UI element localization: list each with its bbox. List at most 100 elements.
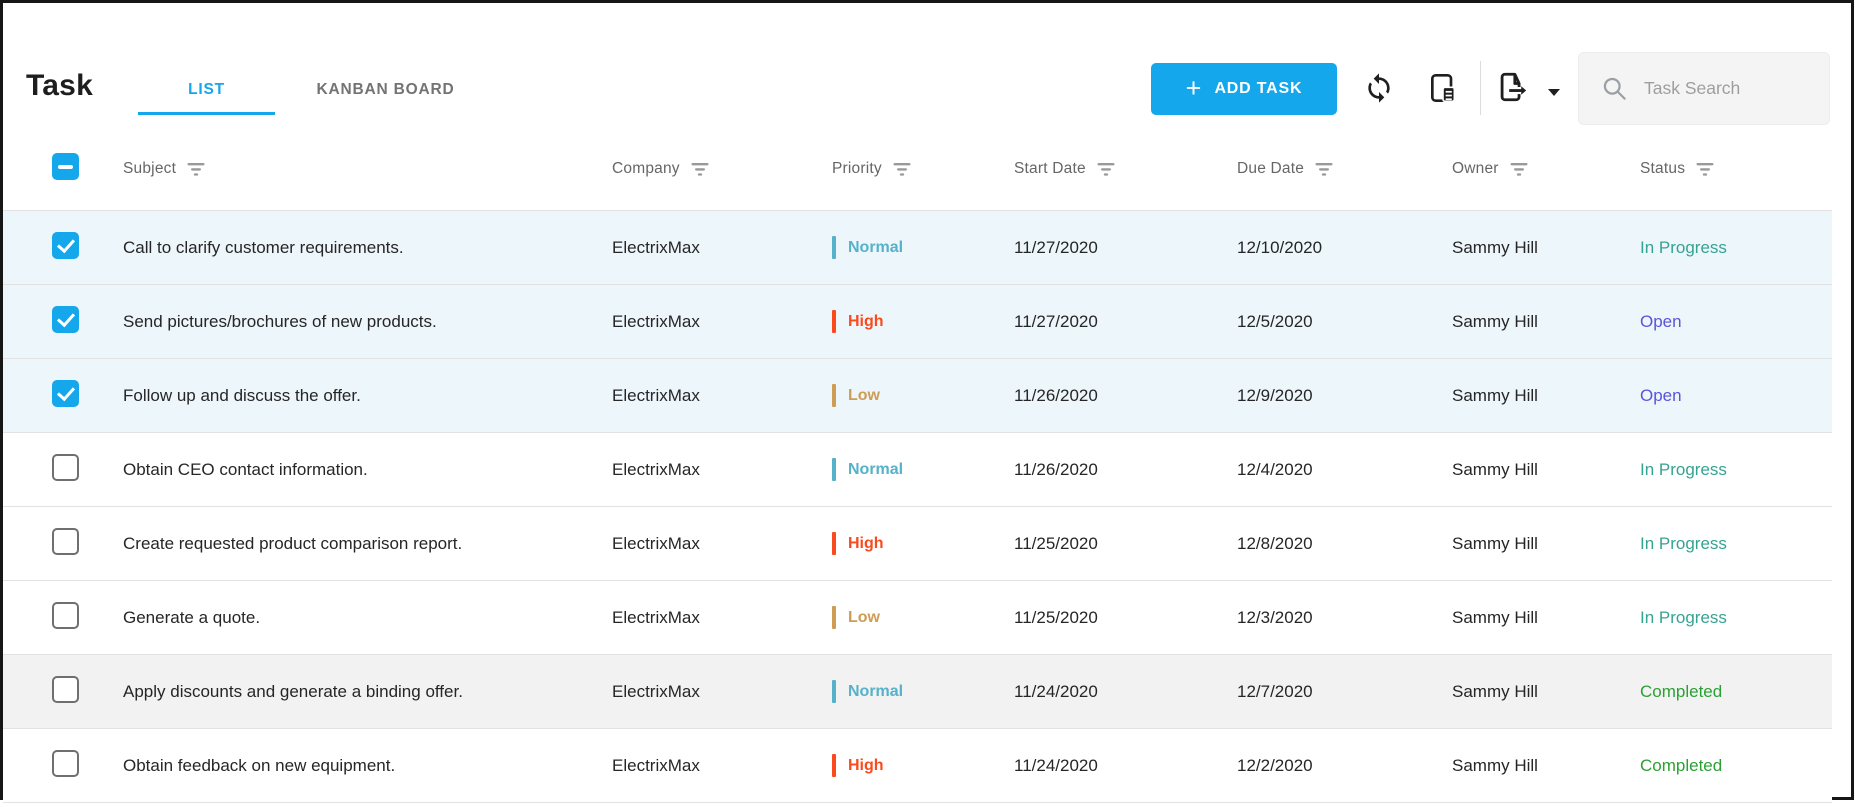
owner-cell: Sammy Hill xyxy=(1452,533,1538,553)
table-row[interactable]: Obtain feedback on new equipment. Electr… xyxy=(3,729,1832,803)
status-cell: In Progress xyxy=(1640,607,1727,627)
tab-kanban-board[interactable]: KANBAN BOARD xyxy=(316,81,455,98)
priority-label: Low xyxy=(848,386,880,404)
company-cell: ElectrixMax xyxy=(612,385,700,405)
subject-cell: Create requested product comparison repo… xyxy=(123,533,463,553)
filter-icon[interactable] xyxy=(893,162,911,176)
table-row[interactable]: Create requested product comparison repo… xyxy=(3,507,1832,581)
column-label: Status xyxy=(1640,159,1686,177)
status-cell: Completed xyxy=(1640,755,1723,775)
priority-bar xyxy=(832,680,836,703)
table-row[interactable]: Send pictures/brochures of new products.… xyxy=(3,285,1832,359)
column-header-status[interactable]: Status xyxy=(1640,160,1832,178)
view-tabs: LIST KANBAN BOARD xyxy=(138,65,466,115)
grid-header-row: Subject Company Priority Start Date Due Date… xyxy=(3,127,1832,211)
subject-cell: Generate a quote. xyxy=(123,607,261,627)
filter-icon[interactable] xyxy=(1510,162,1528,176)
subject-cell: Follow up and discuss the offer. xyxy=(123,385,361,405)
export-icon[interactable] xyxy=(1495,70,1529,109)
priority-cell: High xyxy=(832,310,1014,333)
priority-bar xyxy=(832,384,836,407)
column-label: Start Date xyxy=(1014,159,1086,177)
refresh-icon[interactable] xyxy=(1363,72,1395,109)
priority-bar xyxy=(832,754,836,777)
table-row[interactable]: Apply discounts and generate a binding o… xyxy=(3,655,1832,729)
priority-bar xyxy=(832,310,836,333)
due-date-cell: 12/9/2020 xyxy=(1237,385,1313,405)
row-checkbox-cell xyxy=(3,675,123,708)
owner-cell: Sammy Hill xyxy=(1452,755,1538,775)
column-label: Priority xyxy=(832,159,882,177)
row-checkbox[interactable] xyxy=(52,675,79,703)
column-header-company[interactable]: Company xyxy=(612,160,832,178)
start-date-cell: 11/27/2020 xyxy=(1014,311,1098,331)
row-checkbox[interactable] xyxy=(52,379,79,407)
table-row[interactable]: Obtain CEO contact information. Electrix… xyxy=(3,433,1832,507)
company-cell: ElectrixMax xyxy=(612,755,700,775)
row-checkbox-cell xyxy=(3,601,123,634)
priority-cell: Low xyxy=(832,384,1014,407)
export-dropdown-caret[interactable] xyxy=(1547,84,1561,102)
row-checkbox[interactable] xyxy=(52,601,79,629)
priority-cell: Normal xyxy=(832,680,1014,703)
add-task-button[interactable]: + ADD TASK xyxy=(1151,63,1337,115)
column-chooser-icon[interactable] xyxy=(1427,72,1459,109)
due-date-cell: 12/3/2020 xyxy=(1237,607,1313,627)
column-header-owner[interactable]: Owner xyxy=(1452,160,1640,178)
filter-icon[interactable] xyxy=(1315,162,1333,176)
company-cell: ElectrixMax xyxy=(612,459,700,479)
filter-icon[interactable] xyxy=(1097,162,1115,176)
column-label: Due Date xyxy=(1237,159,1305,177)
priority-cell: High xyxy=(832,532,1014,555)
plus-icon: + xyxy=(1185,72,1202,103)
company-cell: ElectrixMax xyxy=(612,311,700,331)
row-checkbox[interactable] xyxy=(52,527,79,555)
owner-cell: Sammy Hill xyxy=(1452,607,1538,627)
column-header-subject[interactable]: Subject xyxy=(123,160,612,178)
tab-list[interactable]: LIST xyxy=(138,65,275,115)
row-checkbox-cell xyxy=(3,231,123,264)
filter-icon[interactable] xyxy=(691,162,709,176)
owner-cell: Sammy Hill xyxy=(1452,385,1538,405)
row-checkbox-cell xyxy=(3,379,123,412)
column-header-due-date[interactable]: Due Date xyxy=(1237,160,1452,178)
filter-icon[interactable] xyxy=(1696,162,1714,176)
priority-label: Normal xyxy=(848,682,904,700)
column-header-priority[interactable]: Priority xyxy=(832,160,1014,178)
start-date-cell: 11/25/2020 xyxy=(1014,607,1098,627)
due-date-cell: 12/5/2020 xyxy=(1237,311,1313,331)
priority-label: High xyxy=(848,534,884,552)
page-title: Task xyxy=(26,69,93,102)
start-date-cell: 11/25/2020 xyxy=(1014,533,1098,553)
table-row[interactable]: Follow up and discuss the offer. Electri… xyxy=(3,359,1832,433)
due-date-cell: 12/10/2020 xyxy=(1237,237,1323,257)
search-box xyxy=(1578,52,1830,125)
status-cell: Completed xyxy=(1640,681,1723,701)
subject-cell: Call to clarify customer requirements. xyxy=(123,237,404,257)
table-row[interactable]: Generate a quote. ElectrixMax Low 11/25/… xyxy=(3,581,1832,655)
priority-cell: High xyxy=(832,754,1014,777)
add-task-label: ADD TASK xyxy=(1214,80,1303,97)
due-date-cell: 12/7/2020 xyxy=(1237,681,1313,701)
row-checkbox-cell xyxy=(3,749,123,782)
table-row[interactable]: Call to clarify customer requirements. E… xyxy=(3,211,1832,285)
priority-bar xyxy=(832,236,836,259)
start-date-cell: 11/26/2020 xyxy=(1014,385,1098,405)
status-cell: In Progress xyxy=(1640,237,1727,257)
row-checkbox[interactable] xyxy=(52,749,79,777)
company-cell: ElectrixMax xyxy=(612,237,700,257)
owner-cell: Sammy Hill xyxy=(1452,311,1538,331)
priority-cell: Normal xyxy=(832,236,1014,259)
filter-icon[interactable] xyxy=(187,162,205,176)
search-input[interactable] xyxy=(1644,78,1811,99)
status-cell: In Progress xyxy=(1640,533,1727,553)
row-checkbox[interactable] xyxy=(52,231,79,259)
start-date-cell: 11/24/2020 xyxy=(1014,755,1098,775)
select-all-checkbox[interactable] xyxy=(52,152,79,180)
subject-cell: Apply discounts and generate a binding o… xyxy=(123,681,463,701)
row-checkbox[interactable] xyxy=(52,305,79,333)
row-checkbox[interactable] xyxy=(52,453,79,481)
start-date-cell: 11/24/2020 xyxy=(1014,681,1098,701)
column-header-start-date[interactable]: Start Date xyxy=(1014,160,1237,178)
priority-label: Normal xyxy=(848,238,904,256)
